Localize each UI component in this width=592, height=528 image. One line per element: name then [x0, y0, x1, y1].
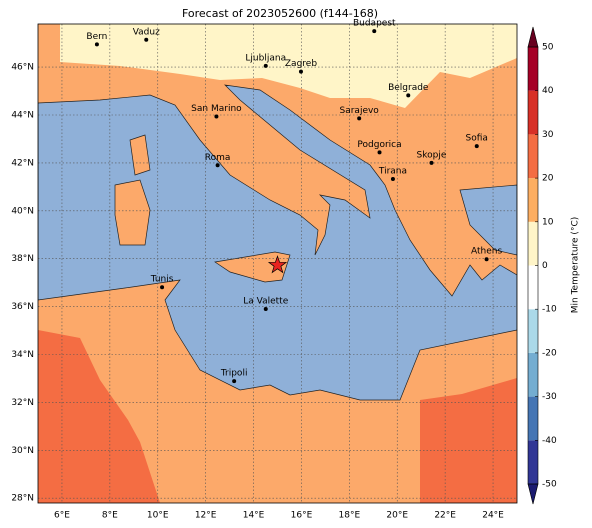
colorbar-tick-label: 50	[542, 43, 554, 53]
city-dot	[94, 42, 99, 47]
island	[114, 179, 151, 246]
city-label: Belgrade	[388, 83, 429, 93]
colorbar-segment	[528, 178, 538, 222]
city-dot	[214, 114, 219, 119]
colorbar-tick-label: 30	[542, 130, 554, 140]
colorbar-segment	[528, 396, 538, 441]
colorbar-tick-label: -50	[542, 480, 557, 490]
city-label: Sarajevo	[340, 106, 380, 116]
y-tick-label: 36°N	[11, 302, 34, 312]
x-tick-label: 10°E	[147, 511, 169, 521]
y-tick-label: 30°N	[11, 446, 34, 456]
city-label: Vaduz	[133, 27, 160, 37]
city-label: Tripoli	[220, 369, 248, 379]
sea	[38, 84, 517, 401]
colorbar-tick-label: -30	[542, 392, 557, 402]
colorbar-tick-label: 0	[542, 261, 548, 271]
x-tick-label: 22°E	[434, 511, 456, 521]
city-label: San Marino	[191, 104, 242, 114]
city-dot	[215, 163, 220, 168]
island	[129, 134, 151, 176]
city-label: Sofia	[466, 134, 488, 144]
x-tick-label: 20°E	[386, 511, 408, 521]
target-marker	[267, 255, 288, 274]
y-tick-label: 28°N	[11, 494, 34, 504]
city-label: Athens	[471, 247, 502, 257]
title: Forecast of 2023052600 (f144-168)	[182, 7, 378, 20]
city-dot	[474, 144, 479, 149]
cool-zone	[60, 24, 517, 108]
city-label: Tunis	[150, 275, 174, 285]
colorbar-segment	[528, 134, 538, 179]
colorbar-segment	[528, 265, 538, 310]
city-label: Podgorica	[357, 140, 401, 150]
island	[214, 251, 291, 283]
x-tick-label: 6°E	[54, 511, 70, 521]
colorbar-tick-label: 40	[542, 86, 554, 96]
colorbar-tick-label: -10	[542, 305, 557, 315]
city-dot	[263, 307, 268, 312]
city-label: Skopje	[417, 150, 447, 160]
y-tick-label: 32°N	[11, 398, 34, 408]
city-dot	[357, 116, 362, 121]
city-dot	[232, 379, 237, 384]
city-dot	[372, 29, 377, 34]
x-tick-label: 12°E	[195, 511, 217, 521]
colorbar-segment	[528, 440, 538, 484]
x-tick-label: 18°E	[339, 511, 361, 521]
x-tick-label: 8°E	[102, 511, 118, 521]
y-tick-label: 42°N	[11, 158, 34, 168]
city-label: Roma	[205, 153, 231, 163]
colorbar-tick-label: -40	[542, 436, 557, 446]
y-tick-label: 38°N	[11, 254, 34, 264]
city-dot	[144, 37, 149, 42]
colorbar-segment	[528, 90, 538, 135]
map-frame	[37, 23, 518, 504]
colorbar-segment	[528, 47, 538, 91]
colorbar-under	[527, 483, 539, 505]
colorbar-label: Min Temperature (°C)	[571, 217, 581, 314]
sea	[459, 184, 517, 256]
y-tick-label: 44°N	[11, 111, 34, 121]
city-label: La Valette	[243, 297, 288, 307]
colorbar-tick-label: 20	[542, 174, 554, 184]
city-dot	[263, 63, 268, 68]
warm-zone	[38, 330, 160, 503]
city-dot	[377, 150, 382, 155]
x-tick-label: 24°E	[482, 511, 504, 521]
city-label: Bern	[86, 32, 107, 42]
y-tick-label: 40°N	[11, 206, 34, 216]
colorbar-segment	[528, 309, 538, 353]
city-dot	[429, 160, 434, 165]
city-dot	[160, 285, 165, 290]
city-label: Tirana	[378, 166, 407, 176]
colorbar-tick-label: 10	[542, 217, 554, 227]
x-tick-label: 16°E	[291, 511, 313, 521]
colorbar-segment	[528, 352, 538, 397]
city-dot	[390, 176, 395, 181]
city-label: Zagreb	[285, 59, 317, 69]
colorbar-segment	[528, 221, 538, 266]
y-tick-label: 34°N	[11, 350, 34, 360]
city-label: Ljubljana	[245, 53, 286, 63]
y-tick-label: 46°N	[11, 63, 34, 73]
city-dot	[484, 257, 489, 262]
colorbar-over	[527, 26, 539, 48]
colorbar-tick-label: -20	[542, 348, 557, 358]
city-dot	[298, 69, 303, 74]
city-dot	[406, 93, 411, 98]
x-tick-label: 14°E	[243, 511, 265, 521]
map-field	[38, 24, 517, 503]
